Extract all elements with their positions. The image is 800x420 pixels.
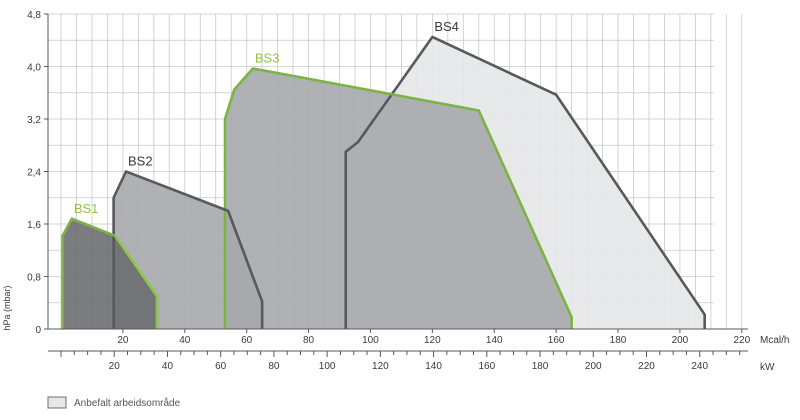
outline-bs1	[61, 217, 116, 329]
outline-bs3	[223, 67, 573, 329]
y-tick-label: 1,6	[27, 220, 41, 231]
x-tick-label: 120	[424, 335, 441, 346]
x-tick-label: 160	[548, 335, 565, 346]
x2-tick-label: 240	[691, 361, 708, 372]
x2-tick-label: 220	[638, 361, 655, 372]
series-label-bs4: BS4	[434, 19, 459, 34]
series-areas	[62, 36, 705, 329]
y-tick-label: 0,8	[27, 273, 41, 284]
x-tick-label: 180	[610, 335, 627, 346]
x2-tick-label: 100	[319, 361, 336, 372]
x-tick-label: 60	[241, 335, 253, 346]
y-tick-label: 3,2	[27, 115, 41, 126]
x2-tick-label: 140	[425, 361, 442, 372]
x-axis-unit-mcal: Mcal/h	[760, 335, 789, 346]
outline-bs2	[112, 170, 264, 329]
series-outlines	[61, 35, 706, 329]
legend-text: Anbefalt arbeidsområde	[74, 397, 181, 409]
x-tick-label: 140	[486, 335, 503, 346]
outline-bs4	[344, 35, 706, 329]
y-tick-label: 4,8	[27, 10, 41, 21]
y-tick-label: 0	[35, 325, 41, 336]
y-tick-label: 4,0	[27, 63, 41, 74]
series-label-bs3: BS3	[255, 50, 280, 65]
series-label-bs1: BS1	[74, 201, 99, 216]
x2-tick-label: 20	[109, 361, 121, 372]
chart-labels: BS4 BS3 BS2 BS1 0 0,8 1,6 2,4 3,2 4,0 4,8 20 40 60 80 1…	[27, 10, 750, 372]
x-axis-unit-kw: kW	[760, 362, 775, 373]
series-label-bs2: BS2	[128, 154, 153, 169]
y-axis-label: hPa (mbar)	[2, 285, 12, 330]
x2-tick-label: 40	[162, 361, 174, 372]
y-tick-label: 2,4	[27, 168, 41, 179]
x-tick-label: 80	[303, 335, 315, 346]
x2-tick-label: 180	[532, 361, 549, 372]
area-bs3	[225, 68, 572, 329]
legend-swatch	[47, 396, 67, 409]
chart-axes	[44, 13, 748, 357]
x-tick-label: 100	[362, 335, 379, 346]
x-tick-label: 220	[733, 335, 750, 346]
outline-bs1	[114, 235, 159, 329]
x-tick-label: 20	[117, 335, 129, 346]
x-tick-label: 200	[672, 335, 689, 346]
x2-tick-label: 120	[372, 361, 389, 372]
x2-tick-label: 80	[268, 361, 280, 372]
area-bs1	[62, 218, 157, 329]
x2-tick-label: 160	[478, 361, 495, 372]
x-tick-label: 40	[179, 335, 191, 346]
x2-tick-label: 60	[215, 361, 227, 372]
x2-tick-label: 200	[585, 361, 602, 372]
